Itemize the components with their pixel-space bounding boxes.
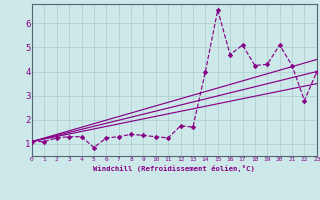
X-axis label: Windchill (Refroidissement éolien,°C): Windchill (Refroidissement éolien,°C)	[93, 165, 255, 172]
